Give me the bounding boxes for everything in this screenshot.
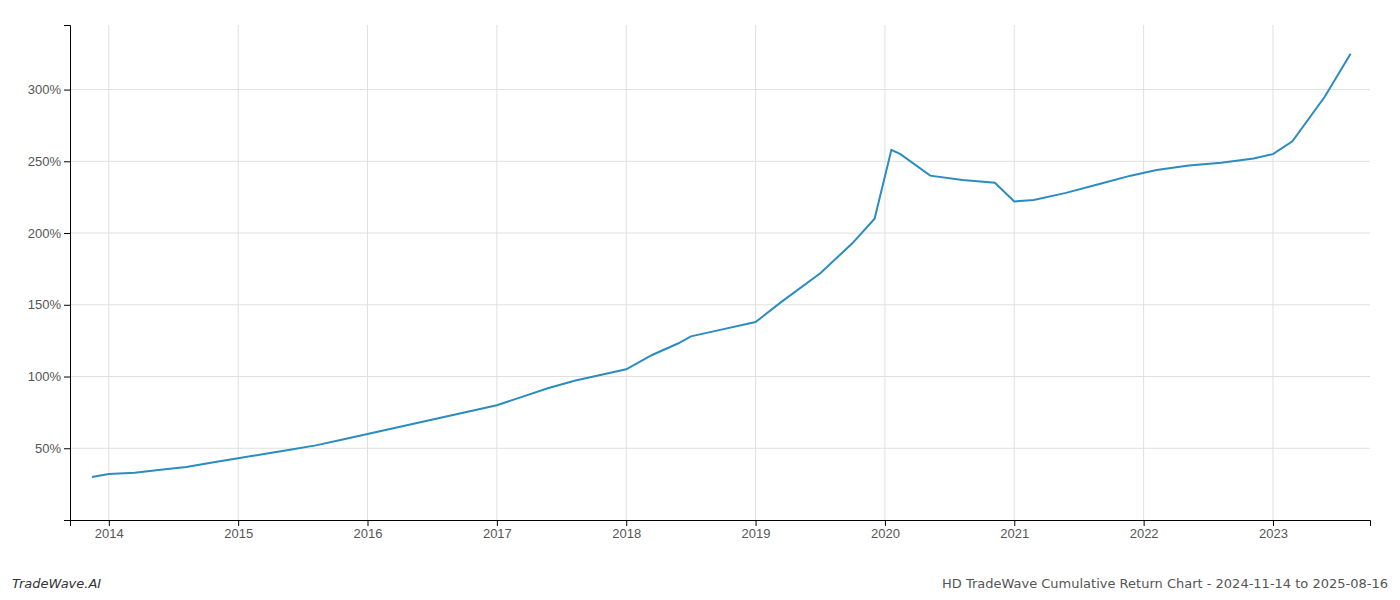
x-tick: 2015 — [224, 520, 253, 541]
grid-line — [496, 25, 497, 520]
x-tick-label: 2021 — [1000, 526, 1029, 541]
x-tick: 2023 — [1259, 520, 1288, 541]
grid-line — [884, 25, 885, 520]
x-tick-mark — [238, 520, 239, 526]
grid-line — [70, 376, 1370, 377]
grid-line — [70, 233, 1370, 234]
x-tick: 2019 — [742, 520, 771, 541]
x-tick-label: 2016 — [354, 526, 383, 541]
x-tick: 2018 — [612, 520, 641, 541]
x-axis: 2014 2015 2016 2017 2018 2019 2020 2021 2022 2023 — [71, 520, 1371, 541]
grid-line — [70, 89, 1370, 90]
x-tick-mark — [1144, 520, 1145, 526]
x-tick-label: 2014 — [95, 526, 124, 541]
x-tick-label: 2023 — [1259, 526, 1288, 541]
x-tick-label: 2017 — [483, 526, 512, 541]
x-tick-mark — [756, 520, 757, 526]
x-tick-mark — [1273, 520, 1274, 526]
y-tick-mark — [64, 305, 70, 306]
y-tick-mark — [64, 161, 70, 162]
y-tick: 50% — [35, 441, 70, 456]
chart: 2014 2015 2016 2017 2018 2019 2020 2021 2022 2023… — [0, 0, 1400, 600]
x-tick-label: 2019 — [742, 526, 771, 541]
x-tick-mark — [368, 520, 369, 526]
title: HD TradeWave Cumulative Return Chart - 2… — [942, 576, 1388, 591]
grid-line — [70, 304, 1370, 305]
y-tick: 200% — [28, 226, 70, 241]
line — [92, 54, 1351, 477]
plot: 2014 2015 2016 2017 2018 2019 2020 2021 2022 2023… — [28, 25, 1371, 541]
grid-line — [70, 448, 1370, 449]
y-tick-mark — [64, 90, 70, 91]
x-tick-mark — [885, 520, 886, 526]
x-tick: 2014 — [95, 520, 124, 541]
grid-line — [1014, 25, 1015, 520]
x-axis-line — [71, 521, 1371, 527]
grid-line — [70, 161, 1370, 162]
y-tick: 100% — [28, 369, 70, 384]
marks — [92, 54, 1351, 477]
grid-line — [1272, 25, 1273, 520]
x-tick: 2016 — [354, 520, 383, 541]
grid-line — [1143, 25, 1144, 520]
y-tick: 300% — [28, 82, 70, 97]
x-tick: 2022 — [1130, 520, 1159, 541]
x-tick-mark — [1014, 520, 1015, 526]
y-tick-label: 50% — [35, 441, 61, 456]
grid-line — [626, 25, 627, 520]
y-tick-label: 300% — [28, 82, 62, 97]
y-tick-label: 200% — [28, 226, 62, 241]
grid-line — [755, 25, 756, 520]
y-tick-mark — [64, 448, 70, 449]
x-tick-label: 2020 — [871, 526, 900, 541]
x-tick-mark — [109, 520, 110, 526]
x-tick-label: 2015 — [224, 526, 253, 541]
y-tick-label: 100% — [28, 369, 62, 384]
y-tick: 150% — [28, 297, 70, 312]
y-tick: 250% — [28, 154, 70, 169]
watermark: TradeWave.AI — [12, 576, 101, 591]
y-tick-mark — [64, 377, 70, 378]
x-tick: 2021 — [1000, 520, 1029, 541]
y-tick-label: 150% — [28, 297, 62, 312]
x-tick-mark — [497, 520, 498, 526]
y-tick-mark — [64, 233, 70, 234]
grid — [70, 25, 1370, 520]
x-tick-label: 2022 — [1130, 526, 1159, 541]
grid-line — [108, 25, 109, 520]
grid-line — [367, 25, 368, 520]
y-tick-label: 250% — [28, 154, 62, 169]
x-tick: 2020 — [871, 520, 900, 541]
y-axis-line — [64, 26, 71, 521]
x-tick: 2017 — [483, 520, 512, 541]
x-tick-label: 2018 — [612, 526, 641, 541]
grid-line — [238, 25, 239, 520]
x-tick-mark — [626, 520, 627, 526]
y-axis: 50% 100% 150% 200% 250% 300% — [28, 26, 71, 521]
